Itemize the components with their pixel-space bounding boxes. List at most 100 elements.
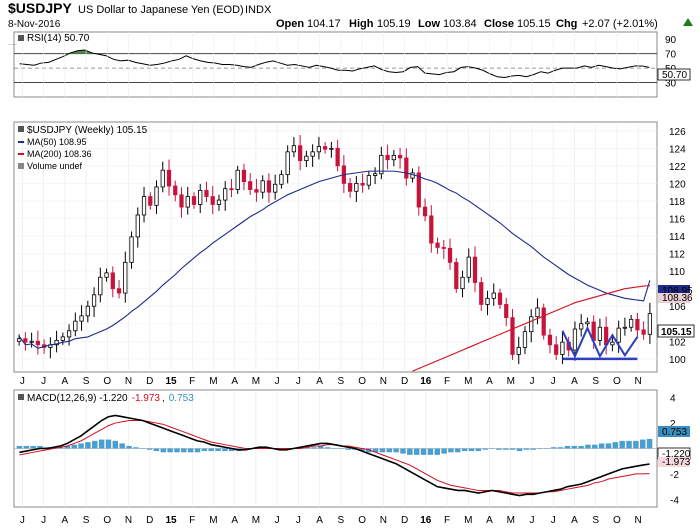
price-candle <box>635 318 640 331</box>
price-candle <box>316 146 322 153</box>
open-value: 104.17 <box>307 18 341 30</box>
price-candle <box>204 190 209 197</box>
price-x-label: D <box>146 376 153 387</box>
macd-histogram-bar <box>626 440 632 449</box>
ma50-value-label: 108.95 <box>658 285 693 297</box>
price-candle <box>79 315 84 322</box>
macd-histogram-bar <box>393 448 399 453</box>
macd-histogram-bar <box>516 448 523 452</box>
price-candle <box>129 236 134 263</box>
price-candle <box>560 341 565 355</box>
price-candle <box>597 326 603 341</box>
macd-histogram-bar <box>215 448 221 452</box>
price-x-label: S <box>592 376 599 387</box>
price-candle <box>154 186 159 206</box>
macd-histogram-bar <box>537 448 543 449</box>
price-y-tick: 120 <box>669 179 686 190</box>
price-candle <box>17 338 22 342</box>
price-candle <box>229 188 234 191</box>
price-candle <box>504 304 509 319</box>
price-candle <box>329 147 334 150</box>
price-candle <box>416 172 421 208</box>
macd-histogram-bar <box>318 445 324 449</box>
macd-histogram-bar <box>427 448 434 455</box>
price-x-label: A <box>486 376 493 387</box>
price-candle <box>391 154 396 161</box>
price-candle <box>310 151 315 157</box>
svg-text:-1.973: -1.973 <box>662 457 691 468</box>
price-layer <box>14 32 657 507</box>
price-x-label: M <box>464 376 472 387</box>
price-candle <box>572 328 578 351</box>
macd-histogram-bar <box>338 448 345 449</box>
ma50-legend: MA(50) 108.95 <box>27 137 87 147</box>
rsi-line <box>19 49 650 79</box>
macd-histogram-bar <box>578 445 584 449</box>
rsi-y-tick: 90 <box>665 35 677 46</box>
price-candle <box>510 317 515 355</box>
price-candle <box>98 276 103 296</box>
price-candle <box>160 169 165 188</box>
price-x-label: D <box>401 376 408 387</box>
macd-histogram-bar <box>366 448 372 453</box>
price-candle <box>123 261 128 294</box>
price-candle <box>447 247 453 263</box>
macd-x-label: O <box>103 515 111 526</box>
price-candle <box>454 261 459 290</box>
price-candle <box>266 180 272 193</box>
price-candle <box>54 340 59 346</box>
price-candle <box>260 180 265 193</box>
svg-text:108.95: 108.95 <box>662 286 693 297</box>
macd-histogram-bar <box>612 442 619 449</box>
price-candle <box>366 175 371 186</box>
price-candle <box>347 183 353 192</box>
macd-histogram-bar <box>434 448 440 455</box>
close-value-label: 105.15 <box>657 324 695 338</box>
macd-histogram-bar <box>639 439 646 449</box>
price-candle <box>173 185 178 196</box>
price-candle <box>422 206 428 217</box>
price-candle <box>304 155 309 161</box>
macd-x-label: M <box>209 515 217 526</box>
price-x-label: 15 <box>165 376 177 387</box>
macd-x-label: A <box>571 515 578 526</box>
macd-histogram-bar <box>16 445 23 449</box>
svg-text:-1.220: -1.220 <box>662 449 691 460</box>
price-candle <box>91 294 97 307</box>
macd-x-label: A <box>486 515 493 526</box>
macd-histogram-bar <box>174 448 180 453</box>
chart-description: US Dollar to Japanese Yen (EOD) <box>78 4 244 16</box>
macd-histogram-bar <box>544 448 550 449</box>
price-x-label: N <box>635 376 642 387</box>
pattern-line <box>561 325 639 359</box>
price-x-label: N <box>125 376 132 387</box>
price-candle <box>404 157 409 179</box>
macd-x-label: J <box>551 515 556 526</box>
price-x-label: J <box>296 376 301 387</box>
ma200-value-label: 108.36 <box>658 293 693 304</box>
price-candle <box>547 334 553 346</box>
macd-x-label: N <box>125 515 132 526</box>
price-y-tick: 114 <box>669 232 685 243</box>
price-x-label: O <box>103 376 111 387</box>
macd-x-label: O <box>613 515 621 526</box>
macd-x-label: M <box>507 515 515 526</box>
price-candle <box>323 146 328 150</box>
price-x-label: M <box>252 376 260 387</box>
price-candle <box>429 215 434 244</box>
macd-y-tick: 2 <box>670 419 676 430</box>
rsi-overbought-fill <box>19 50 650 54</box>
rsi-legend-text: RSI(14) 50.70 <box>27 33 90 44</box>
price-candle <box>179 194 184 208</box>
macd-histogram-bar <box>407 448 413 455</box>
price-candle <box>435 242 440 248</box>
price-candle <box>185 196 190 208</box>
macd-line <box>19 414 650 497</box>
macd-signal-line <box>19 420 650 494</box>
price-x-label: F <box>189 376 195 387</box>
macd-histogram-bar <box>482 448 488 450</box>
price-candle <box>629 318 634 328</box>
price-candle <box>529 316 534 333</box>
price-x-label: S <box>338 376 345 387</box>
